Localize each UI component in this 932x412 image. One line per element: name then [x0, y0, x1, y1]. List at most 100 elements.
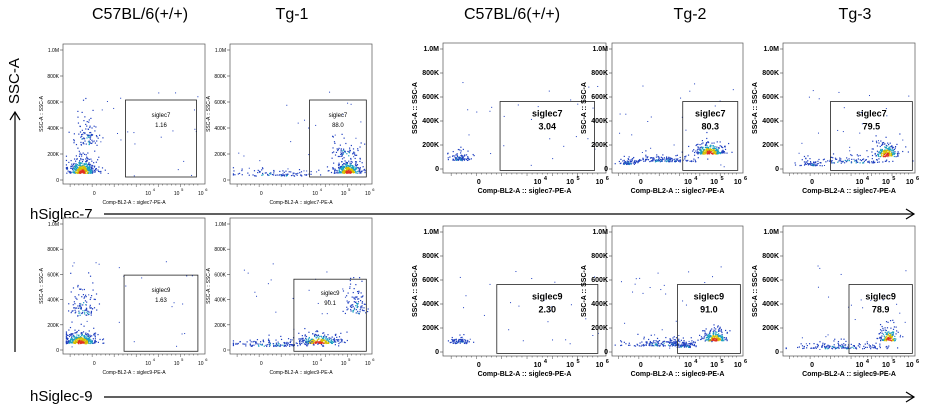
gate-name: siglec9 [321, 291, 340, 297]
plot-frame [229, 217, 373, 355]
gate-percent: 3.04 [539, 122, 557, 132]
y-tick-label: 400K [214, 126, 226, 132]
y-tick-label: 200K [422, 142, 439, 149]
gate [125, 99, 197, 178]
y-tick-label: 1.0M [763, 46, 779, 53]
x-tick-exponent: 4 [694, 359, 698, 365]
siglec9-arrow [104, 391, 916, 403]
x-tick-exponent: 6 [916, 176, 919, 182]
y-tick-label: 200K [762, 142, 779, 149]
y-tick-label: 400K [47, 126, 59, 132]
x-tick-exponent: 6 [205, 187, 208, 192]
x-tick-exponent: 6 [372, 187, 375, 192]
y-tick-label: 200K [47, 152, 59, 158]
y-tick-label: 800K [422, 70, 439, 77]
dot-cloud [232, 91, 366, 177]
x-tick-label: 10 [882, 179, 890, 186]
gate-name: siglec9 [865, 292, 896, 302]
y-tick-label: 600K [422, 94, 439, 101]
gate-percent: 79.5 [863, 122, 881, 132]
y-tick-label: 1.0M [48, 48, 59, 54]
column-header-3: C57BL/6(+/+) [463, 6, 561, 23]
x-tick-label: 0 [260, 361, 263, 367]
x-axis-title: Comp-BL2-A :: siglec7-PE-A [478, 188, 572, 195]
y-tick-label: 0 [604, 166, 608, 173]
x-tick-exponent: 4 [320, 357, 323, 362]
y-tick-label: 600K [762, 94, 779, 101]
gate-name: siglec7 [532, 109, 563, 119]
gate [309, 99, 367, 178]
column-header-4: Tg-2 [673, 6, 707, 23]
x-tick-label: 10 [198, 361, 204, 367]
gate-percent: 1.63 [155, 298, 167, 304]
gate-percent: 1.16 [155, 123, 167, 129]
y-tick-label: 0 [435, 166, 439, 173]
y-tick-label: 200K [47, 323, 59, 329]
column-header-1: C57BL/6(+/+) [91, 6, 189, 23]
y-tick-label: 0 [604, 349, 608, 356]
y-axis-title: SSC-A :: SSC-A [39, 95, 45, 132]
y-tick-label: 400K [422, 301, 439, 308]
gate-percent: 90.1 [324, 301, 336, 307]
x-tick-exponent: 6 [916, 359, 919, 365]
y-tick-label: 1.0M [763, 229, 779, 236]
x-tick-label: 10 [145, 191, 151, 197]
x-tick-exponent: 5 [720, 176, 723, 182]
x-tick-exponent: 6 [205, 357, 208, 362]
y-tick-label: 200K [422, 325, 439, 332]
y-axis-title: SSC-A :: SSC-A [39, 267, 45, 304]
x-tick-label: 10 [710, 362, 718, 369]
x-tick-label: 10 [145, 361, 151, 367]
y-tick-label: 800K [762, 70, 779, 77]
y-tick-label: 600K [591, 94, 608, 101]
x-tick-exponent: 5 [892, 359, 895, 365]
y-tick-label: 800K [214, 74, 226, 80]
y-tick-label: 800K [47, 74, 59, 80]
gate [123, 274, 199, 352]
y-axis-title: SSC-A :: SSC-A [206, 267, 212, 304]
x-tick-exponent: 6 [606, 176, 609, 182]
x-tick-exponent: 5 [576, 176, 579, 182]
gate [830, 101, 913, 171]
x-tick-label: 10 [734, 362, 742, 369]
x-tick-label: 10 [596, 362, 604, 369]
x-tick-label: 10 [684, 362, 692, 369]
x-tick-label: 10 [365, 361, 371, 367]
x-tick-exponent: 5 [720, 359, 723, 365]
y-tick-label: 1.0M [215, 48, 226, 54]
x-tick-exponent: 5 [181, 357, 184, 362]
plot-frame [442, 42, 607, 174]
y-tick-label: 800K [591, 70, 608, 77]
ssc-arrow [9, 110, 21, 352]
x-tick-label: 10 [365, 191, 371, 197]
x-tick-label: 10 [684, 179, 692, 186]
x-tick-label: 0 [93, 361, 96, 367]
gate-percent: 88.0 [332, 123, 344, 129]
x-tick-exponent: 4 [694, 176, 698, 182]
x-tick-label: 10 [534, 362, 542, 369]
y-axis-title: SSC-A :: SSC-A [581, 82, 588, 134]
x-tick-exponent: 5 [181, 187, 184, 192]
x-tick-label: 10 [734, 179, 742, 186]
gate-name: siglec9 [152, 288, 171, 294]
siglec7-arrow [104, 208, 916, 220]
dot-cloud [65, 261, 193, 348]
y-tick-label: 600K [762, 277, 779, 284]
y-tick-label: 400K [762, 301, 779, 308]
y-axis-title: SSC-A :: SSC-A [412, 265, 419, 317]
x-tick-exponent: 6 [744, 176, 747, 182]
y-axis-title: SSC-A :: SSC-A [581, 265, 588, 317]
x-tick-exponent: 6 [744, 359, 747, 365]
x-tick-label: 10 [312, 191, 318, 197]
dot-cloud [65, 92, 199, 177]
x-tick-exponent: 4 [544, 359, 548, 365]
y-tick-label: 600K [422, 277, 439, 284]
y-tick-label: 800K [214, 247, 226, 253]
x-tick-exponent: 5 [892, 176, 895, 182]
